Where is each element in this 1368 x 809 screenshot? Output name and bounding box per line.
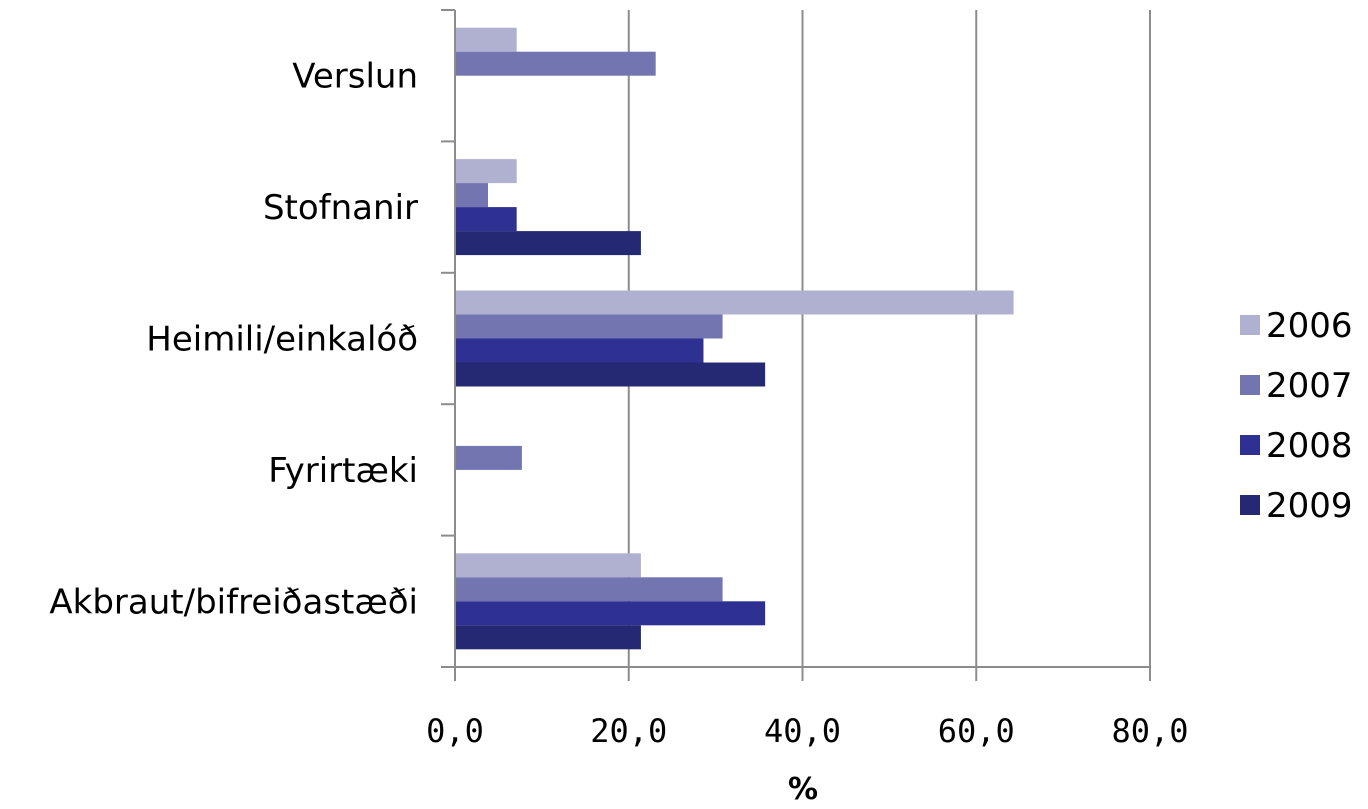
bar-2009-2 <box>455 362 766 387</box>
legend: 2006 2007 2008 2009 <box>1240 306 1353 526</box>
bar-2006-0 <box>455 27 517 52</box>
x-axis-title: % <box>788 772 818 807</box>
legend-label-2006: 2006 <box>1266 306 1353 346</box>
bar-2009-4 <box>455 625 641 650</box>
category-label-4: Akbraut/bifreiðastæði <box>49 582 418 622</box>
bar-2006-2 <box>455 290 1014 315</box>
legend-swatch-2007 <box>1240 375 1260 395</box>
bar-2006-4 <box>455 553 641 578</box>
legend-swatch-2009 <box>1240 495 1260 515</box>
legend-label-2009: 2009 <box>1266 486 1353 526</box>
bar-2008-4 <box>455 601 766 626</box>
bar-2007-1 <box>455 183 489 208</box>
x-tick-label-3: 60,0 <box>938 712 1015 750</box>
bar-2007-3 <box>455 445 522 470</box>
bar-2007-2 <box>455 314 723 339</box>
axes <box>441 9 1151 681</box>
legend-label-2007: 2007 <box>1266 366 1353 406</box>
bars <box>455 27 1014 650</box>
bar-2006-1 <box>455 159 517 184</box>
category-label-1: Stofnanir <box>263 188 418 228</box>
bar-2009-1 <box>455 231 641 256</box>
bar-2008-1 <box>455 207 517 232</box>
x-tick-label-2: 40,0 <box>764 712 841 750</box>
x-tick-label-4: 80,0 <box>1111 712 1188 750</box>
category-labels: Verslun Stofnanir Heimili/einkalóð Fyrirtæk… <box>49 57 418 623</box>
category-label-3: Fyrirtæki <box>268 451 418 491</box>
x-tick-label-0: 0,0 <box>426 712 484 750</box>
category-label-2: Heimili/einkalóð <box>146 320 418 360</box>
bar-2007-0 <box>455 51 656 76</box>
x-tick-labels: 0,0 20,0 40,0 60,0 80,0 <box>426 712 1188 750</box>
category-label-0: Verslun <box>292 57 418 97</box>
legend-swatch-2008 <box>1240 435 1260 455</box>
bar-2008-2 <box>455 338 704 363</box>
x-tick-label-1: 20,0 <box>590 712 667 750</box>
bar-2007-4 <box>455 577 723 602</box>
legend-swatch-2006 <box>1240 315 1260 335</box>
legend-label-2008: 2008 <box>1266 426 1353 466</box>
